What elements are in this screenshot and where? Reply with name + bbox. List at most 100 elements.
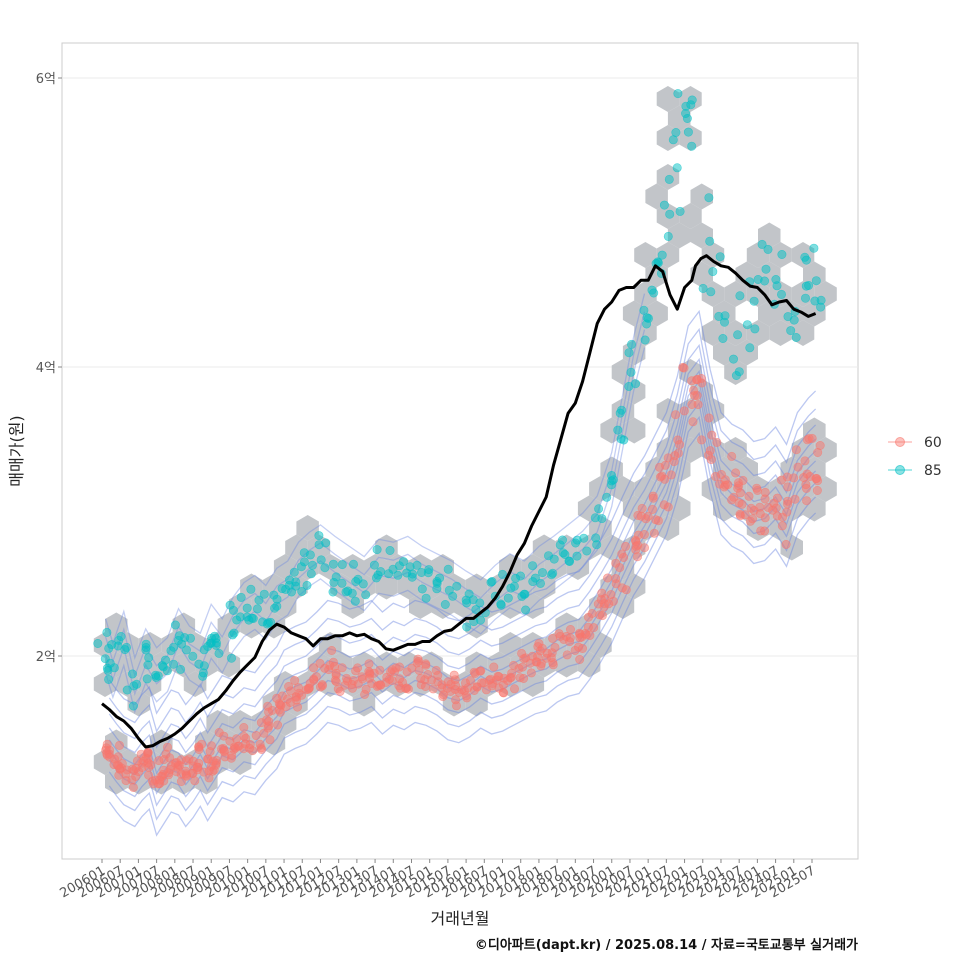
hexbin-cell xyxy=(679,203,702,229)
data-point-60 xyxy=(802,496,812,506)
data-point-85 xyxy=(93,638,103,648)
hexbin-cell xyxy=(622,417,646,444)
data-point-60 xyxy=(327,645,337,655)
data-point-85 xyxy=(714,311,724,321)
data-point-60 xyxy=(330,661,340,671)
data-point-85 xyxy=(742,320,752,330)
data-point-85 xyxy=(816,302,826,312)
y-axis-title: 매매가(원) xyxy=(7,415,26,486)
data-point-60 xyxy=(159,765,169,775)
data-point-85 xyxy=(328,587,338,597)
data-point-85 xyxy=(687,141,697,151)
data-point-85 xyxy=(801,255,811,265)
data-point-60 xyxy=(449,670,459,680)
data-point-85 xyxy=(153,671,163,681)
data-point-60 xyxy=(451,701,461,711)
data-point-60 xyxy=(438,692,448,702)
data-point-60 xyxy=(705,446,715,456)
data-point-60 xyxy=(536,661,546,671)
hexbin-cell xyxy=(679,437,702,463)
density-contour xyxy=(108,431,817,837)
data-point-60 xyxy=(712,437,722,447)
data-point-60 xyxy=(171,757,181,767)
data-point-60 xyxy=(723,480,733,490)
x-axis: 2006012006072007012007072008012008072009… xyxy=(58,859,818,901)
density-contour xyxy=(108,327,817,733)
data-point-85 xyxy=(487,576,497,586)
data-point-60 xyxy=(604,599,614,609)
data-point-85 xyxy=(675,206,685,216)
data-point-60 xyxy=(621,541,631,551)
data-point-85 xyxy=(297,586,307,596)
data-point-60 xyxy=(654,462,664,472)
data-point-60 xyxy=(245,743,255,753)
data-point-60 xyxy=(159,755,169,765)
data-point-60 xyxy=(121,776,131,786)
data-point-60 xyxy=(777,521,787,531)
data-point-60 xyxy=(692,390,702,400)
data-point-60 xyxy=(666,470,676,480)
data-point-60 xyxy=(688,417,698,427)
data-point-60 xyxy=(446,679,456,689)
data-point-85 xyxy=(289,567,299,577)
data-point-60 xyxy=(143,754,153,764)
hexbin-cell xyxy=(634,320,657,346)
data-point-85 xyxy=(316,555,326,565)
data-point-85 xyxy=(170,620,180,630)
data-point-85 xyxy=(619,435,629,445)
data-point-85 xyxy=(252,604,262,614)
data-point-60 xyxy=(519,673,529,683)
data-point-85 xyxy=(432,584,442,594)
data-point-60 xyxy=(617,583,627,593)
data-point-85 xyxy=(435,573,445,583)
data-point-85 xyxy=(811,276,821,286)
data-point-60 xyxy=(755,509,765,519)
data-point-85 xyxy=(211,640,221,650)
data-point-60 xyxy=(783,482,793,492)
data-point-85 xyxy=(521,605,531,615)
data-point-85 xyxy=(763,244,773,254)
data-point-85 xyxy=(497,569,507,579)
data-point-85 xyxy=(471,605,481,615)
data-point-85 xyxy=(649,288,659,298)
data-point-85 xyxy=(272,601,282,611)
data-point-60 xyxy=(251,730,261,740)
data-point-85 xyxy=(659,200,669,210)
data-point-85 xyxy=(800,293,810,303)
data-point-85 xyxy=(572,551,582,561)
hexbin-cell xyxy=(645,261,668,288)
data-point-60 xyxy=(782,507,792,517)
data-point-85 xyxy=(772,281,782,291)
y-axis: 2억 4억 6억 xyxy=(36,72,62,665)
data-point-60 xyxy=(489,662,499,672)
legend-key-point xyxy=(895,437,905,447)
median-line-layer xyxy=(101,254,817,749)
data-point-60 xyxy=(239,722,249,732)
data-point-85 xyxy=(440,599,450,609)
data-point-60 xyxy=(679,363,689,373)
data-point-85 xyxy=(291,577,301,587)
data-point-60 xyxy=(815,440,825,450)
data-point-60 xyxy=(337,663,347,673)
data-point-85 xyxy=(132,679,142,689)
y-tick-label: 6억 xyxy=(36,72,56,87)
data-point-60 xyxy=(214,727,224,737)
density-contour xyxy=(108,357,817,763)
hexbin-cell xyxy=(206,710,229,736)
data-point-60 xyxy=(597,611,607,621)
data-point-85 xyxy=(503,593,513,603)
data-point-60 xyxy=(331,677,341,687)
data-point-85 xyxy=(314,531,324,541)
data-point-85 xyxy=(350,596,360,606)
data-point-85 xyxy=(158,662,168,672)
data-point-85 xyxy=(590,513,600,523)
data-point-85 xyxy=(348,559,358,569)
data-point-85 xyxy=(515,571,525,581)
data-point-60 xyxy=(232,734,242,744)
data-point-60 xyxy=(760,494,770,504)
data-point-85 xyxy=(663,231,673,241)
data-point-85 xyxy=(128,669,138,679)
data-point-85 xyxy=(307,560,317,570)
data-point-60 xyxy=(542,648,552,658)
data-point-85 xyxy=(385,545,395,555)
